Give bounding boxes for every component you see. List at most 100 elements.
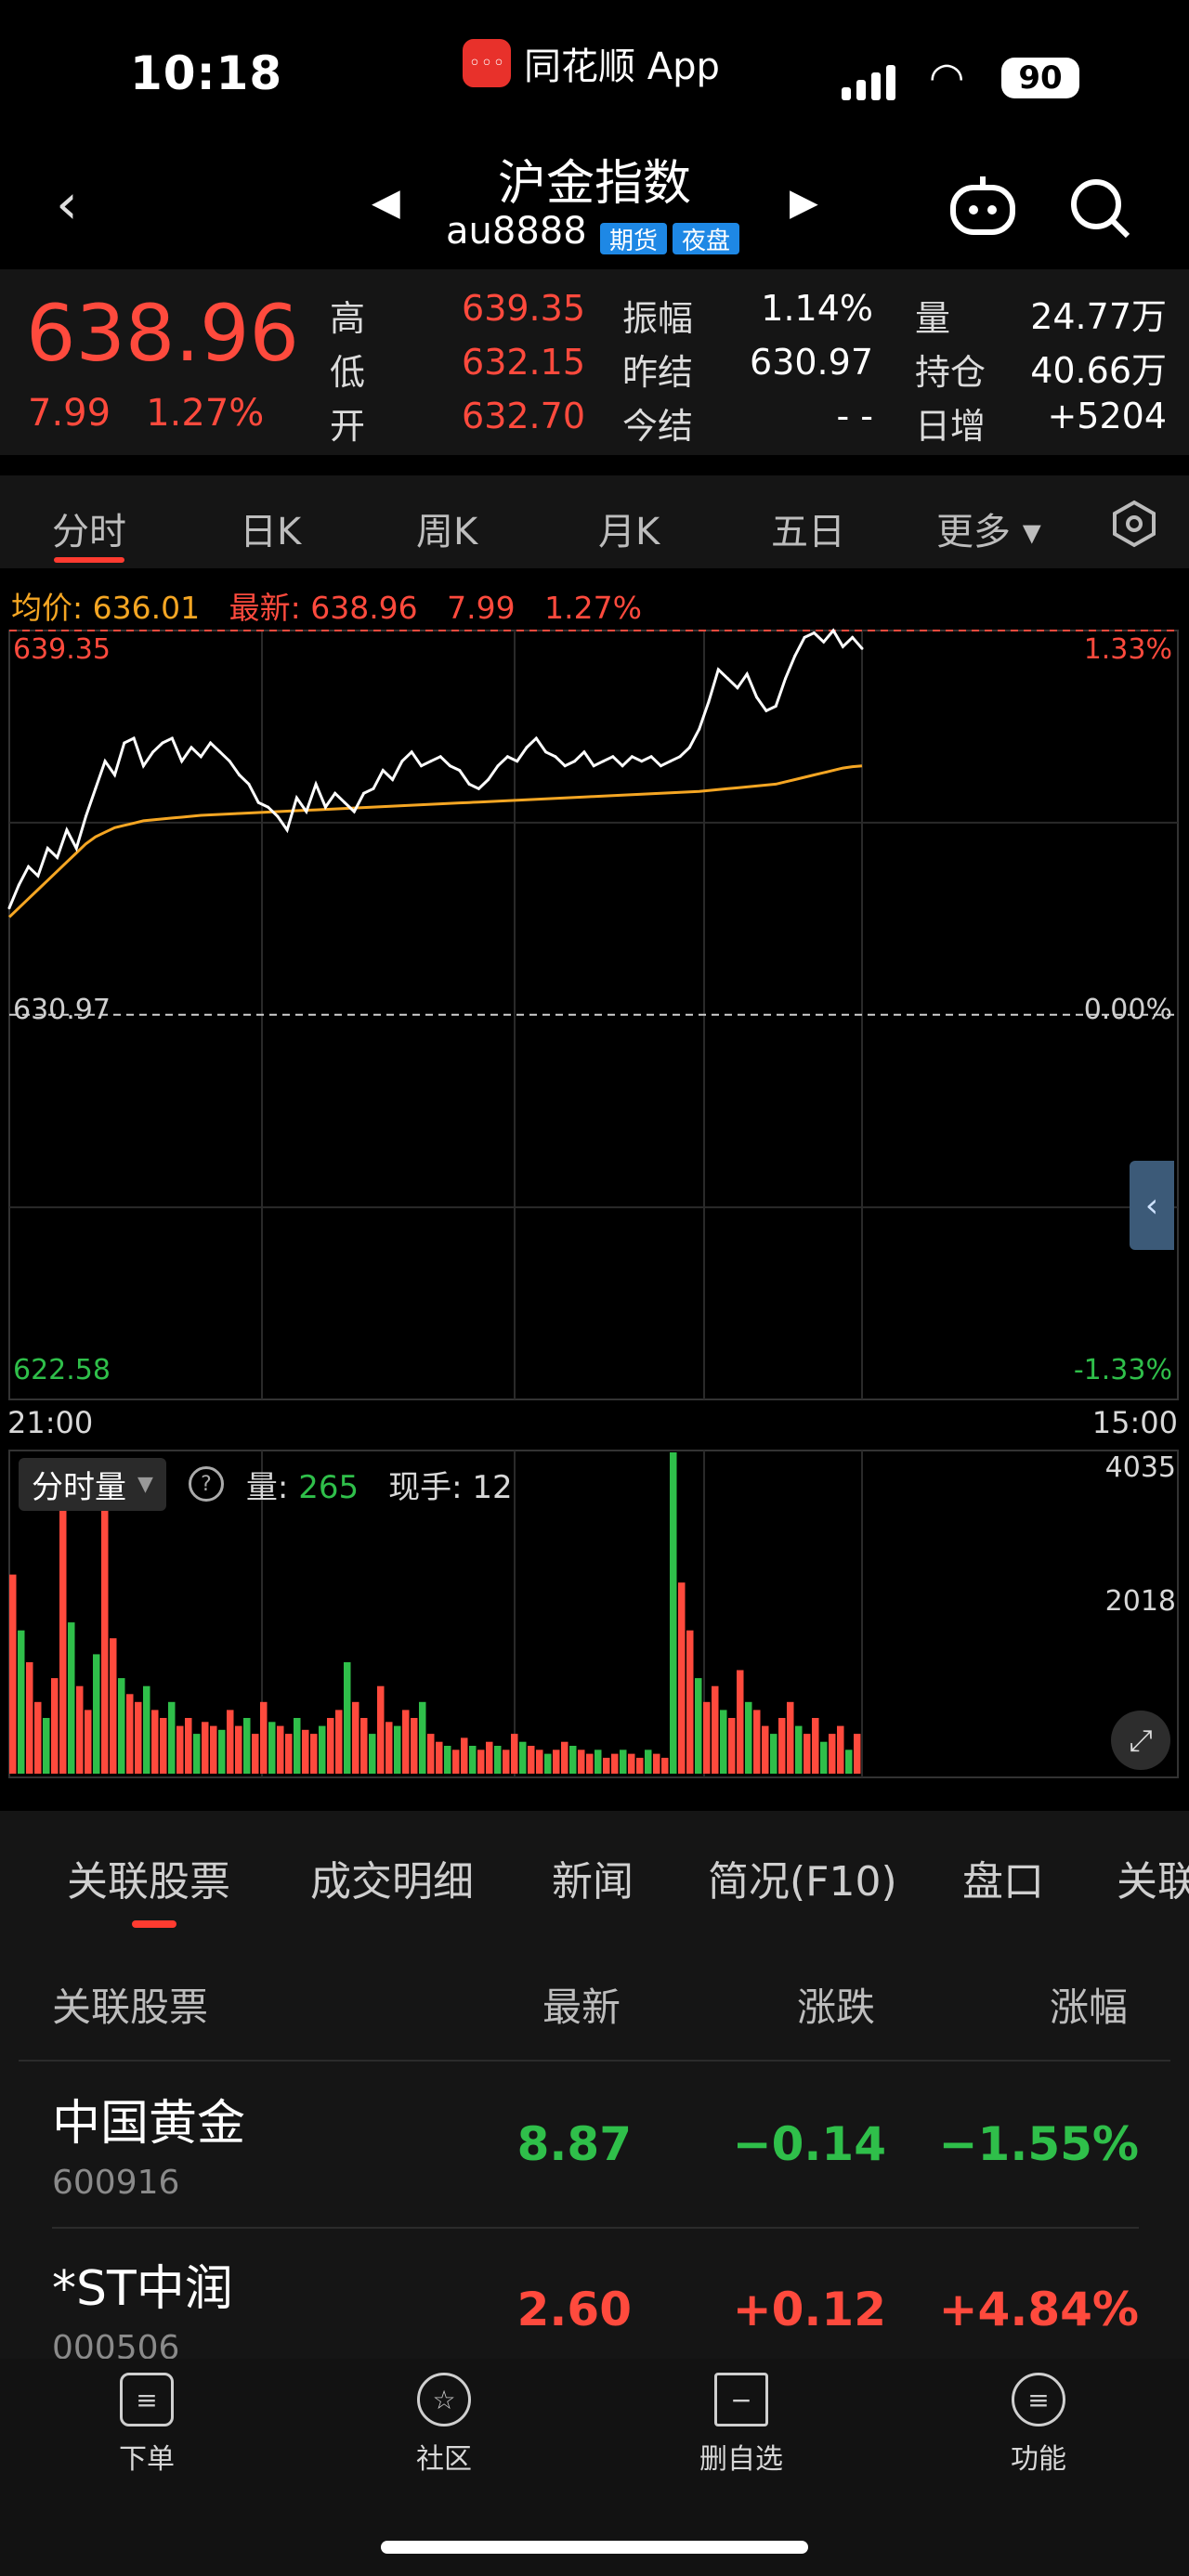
tab-five-day[interactable]: 五日: [771, 511, 845, 553]
prev-arrow-icon[interactable]: ◀: [372, 181, 400, 224]
settings-hex-icon[interactable]: [1110, 500, 1158, 548]
volume-bar: [519, 1741, 527, 1774]
tab-order-book[interactable]: 盘口: [962, 1858, 1044, 1906]
help-icon[interactable]: ?: [188, 1466, 224, 1502]
price-point: [74, 847, 78, 850]
stock-name: *ST中润: [52, 2261, 233, 2317]
back-icon[interactable]: ‹: [56, 172, 78, 237]
change-pct: 1.27%: [146, 392, 265, 435]
volume-type-select[interactable]: 分时量 ▼: [19, 1457, 166, 1511]
nav-community[interactable]: ☆ 社区: [370, 2373, 518, 2477]
volume-bar: [243, 1718, 251, 1774]
amplitude-label: 振幅: [622, 298, 694, 339]
price-point: [36, 874, 40, 878]
price-point: [621, 764, 624, 768]
vol-value: 265: [298, 1468, 359, 1506]
volume-bar: [854, 1734, 861, 1774]
volume-bar: [202, 1722, 209, 1774]
robot-icon[interactable]: [947, 175, 1018, 240]
volume-bar: [260, 1701, 268, 1774]
price-point: [267, 805, 269, 809]
volume-bar: [486, 1741, 493, 1774]
prev-settle-label: 昨结: [622, 352, 694, 393]
intraday-chart[interactable]: 639.35 1.33% 630.97 0.00% 622.58 -1.33% …: [0, 627, 1189, 1444]
price-point: [7, 906, 11, 910]
volume-bar: [268, 1722, 276, 1774]
price-point: [611, 755, 615, 759]
low-value: 632.15: [462, 342, 585, 383]
search-icon[interactable]: [1068, 176, 1133, 241]
price-point: [649, 755, 653, 759]
price-point: [851, 635, 855, 639]
volume-bar: [436, 1741, 443, 1774]
tab-overview[interactable]: 简况(F10): [708, 1858, 897, 1906]
status-app-indicator[interactable]: ◦◦◦ 同花顺 App: [463, 35, 720, 91]
avg-label: 均价:: [11, 590, 84, 626]
volume-bar: [603, 1757, 610, 1774]
price-point: [256, 800, 260, 804]
price-point: [94, 787, 98, 790]
price-point: [420, 764, 423, 768]
volume-bar: [26, 1662, 33, 1774]
volume-bar: [661, 1757, 669, 1774]
price-point: [429, 760, 433, 763]
vol-label: 量: 265: [246, 1462, 359, 1507]
volume-bar: [411, 1718, 418, 1774]
price-point: [218, 750, 222, 754]
nav-remove-watchlist[interactable]: − 删自选: [667, 2373, 816, 2477]
nav-remove-watchlist-label: 删自选: [699, 2443, 783, 2476]
volume-bar: [377, 1685, 385, 1774]
tab-intraday[interactable]: 分时: [52, 511, 126, 553]
volume-bar: [737, 1670, 744, 1774]
price-point: [113, 774, 116, 776]
page-title: 沪金指数: [497, 156, 691, 212]
volume-bar: [544, 1753, 552, 1774]
nav-functions[interactable]: ≡ 功能: [964, 2373, 1113, 2477]
stock-last: 2.60: [516, 2283, 632, 2336]
price-point: [487, 778, 490, 781]
volume-bar: [427, 1734, 435, 1774]
price-point: [400, 760, 404, 763]
volume-bar: [536, 1750, 543, 1774]
tab-more-label: 更多: [936, 511, 1011, 553]
collapse-drawer-icon[interactable]: ‹: [1130, 1161, 1174, 1250]
last-price: 638.96: [26, 288, 299, 379]
high-label: 高: [330, 298, 366, 339]
active-list-tab-indicator: [132, 1920, 176, 1928]
volume-chart[interactable]: 4035 2018: [0, 1449, 1189, 1783]
volume-bar: [302, 1729, 309, 1774]
fullscreen-icon[interactable]: ⤢: [1111, 1711, 1170, 1770]
tab-daily-k[interactable]: 日K: [240, 511, 302, 553]
community-icon: ☆: [417, 2373, 471, 2426]
volume-bar: [85, 1710, 92, 1774]
tab-trade-details[interactable]: 成交明细: [310, 1858, 474, 1906]
next-arrow-icon[interactable]: ▶: [790, 181, 818, 224]
volume-bar: [360, 1718, 368, 1774]
pct-top-label: 1.33%: [1084, 633, 1172, 666]
price-point: [170, 736, 174, 740]
volume-bar: [143, 1685, 150, 1774]
tab-related-more[interactable]: 关联: [1117, 1858, 1189, 1906]
nav-place-order[interactable]: ≡ 下单: [72, 2373, 221, 2477]
volume-bar: [59, 1478, 67, 1774]
tab-related-stocks[interactable]: 关联股票: [67, 1858, 230, 1906]
volume-bar: [126, 1694, 134, 1774]
latest-label: 最新:: [229, 590, 301, 626]
home-indicator[interactable]: [381, 2541, 808, 2554]
volume-bar: [795, 1725, 803, 1774]
tab-more[interactable]: 更多 ▾: [936, 511, 1041, 553]
volume-bar: [845, 1750, 853, 1774]
open-interest-value: 40.66万: [1030, 350, 1167, 391]
y-mid-label: 630.97: [13, 994, 111, 1026]
y-bottom-label: 622.58: [13, 1354, 111, 1386]
volume-bar: [820, 1741, 828, 1774]
tab-news[interactable]: 新闻: [552, 1858, 634, 1906]
tab-weekly-k[interactable]: 周K: [416, 511, 478, 553]
volume-bar: [812, 1718, 819, 1774]
latest-value: 638.96: [310, 590, 418, 626]
volume-bar: [594, 1750, 602, 1774]
volume-bar: [310, 1734, 318, 1774]
price-point: [525, 746, 529, 749]
volume-bar: [68, 1622, 75, 1774]
tab-monthly-k[interactable]: 月K: [598, 511, 660, 553]
